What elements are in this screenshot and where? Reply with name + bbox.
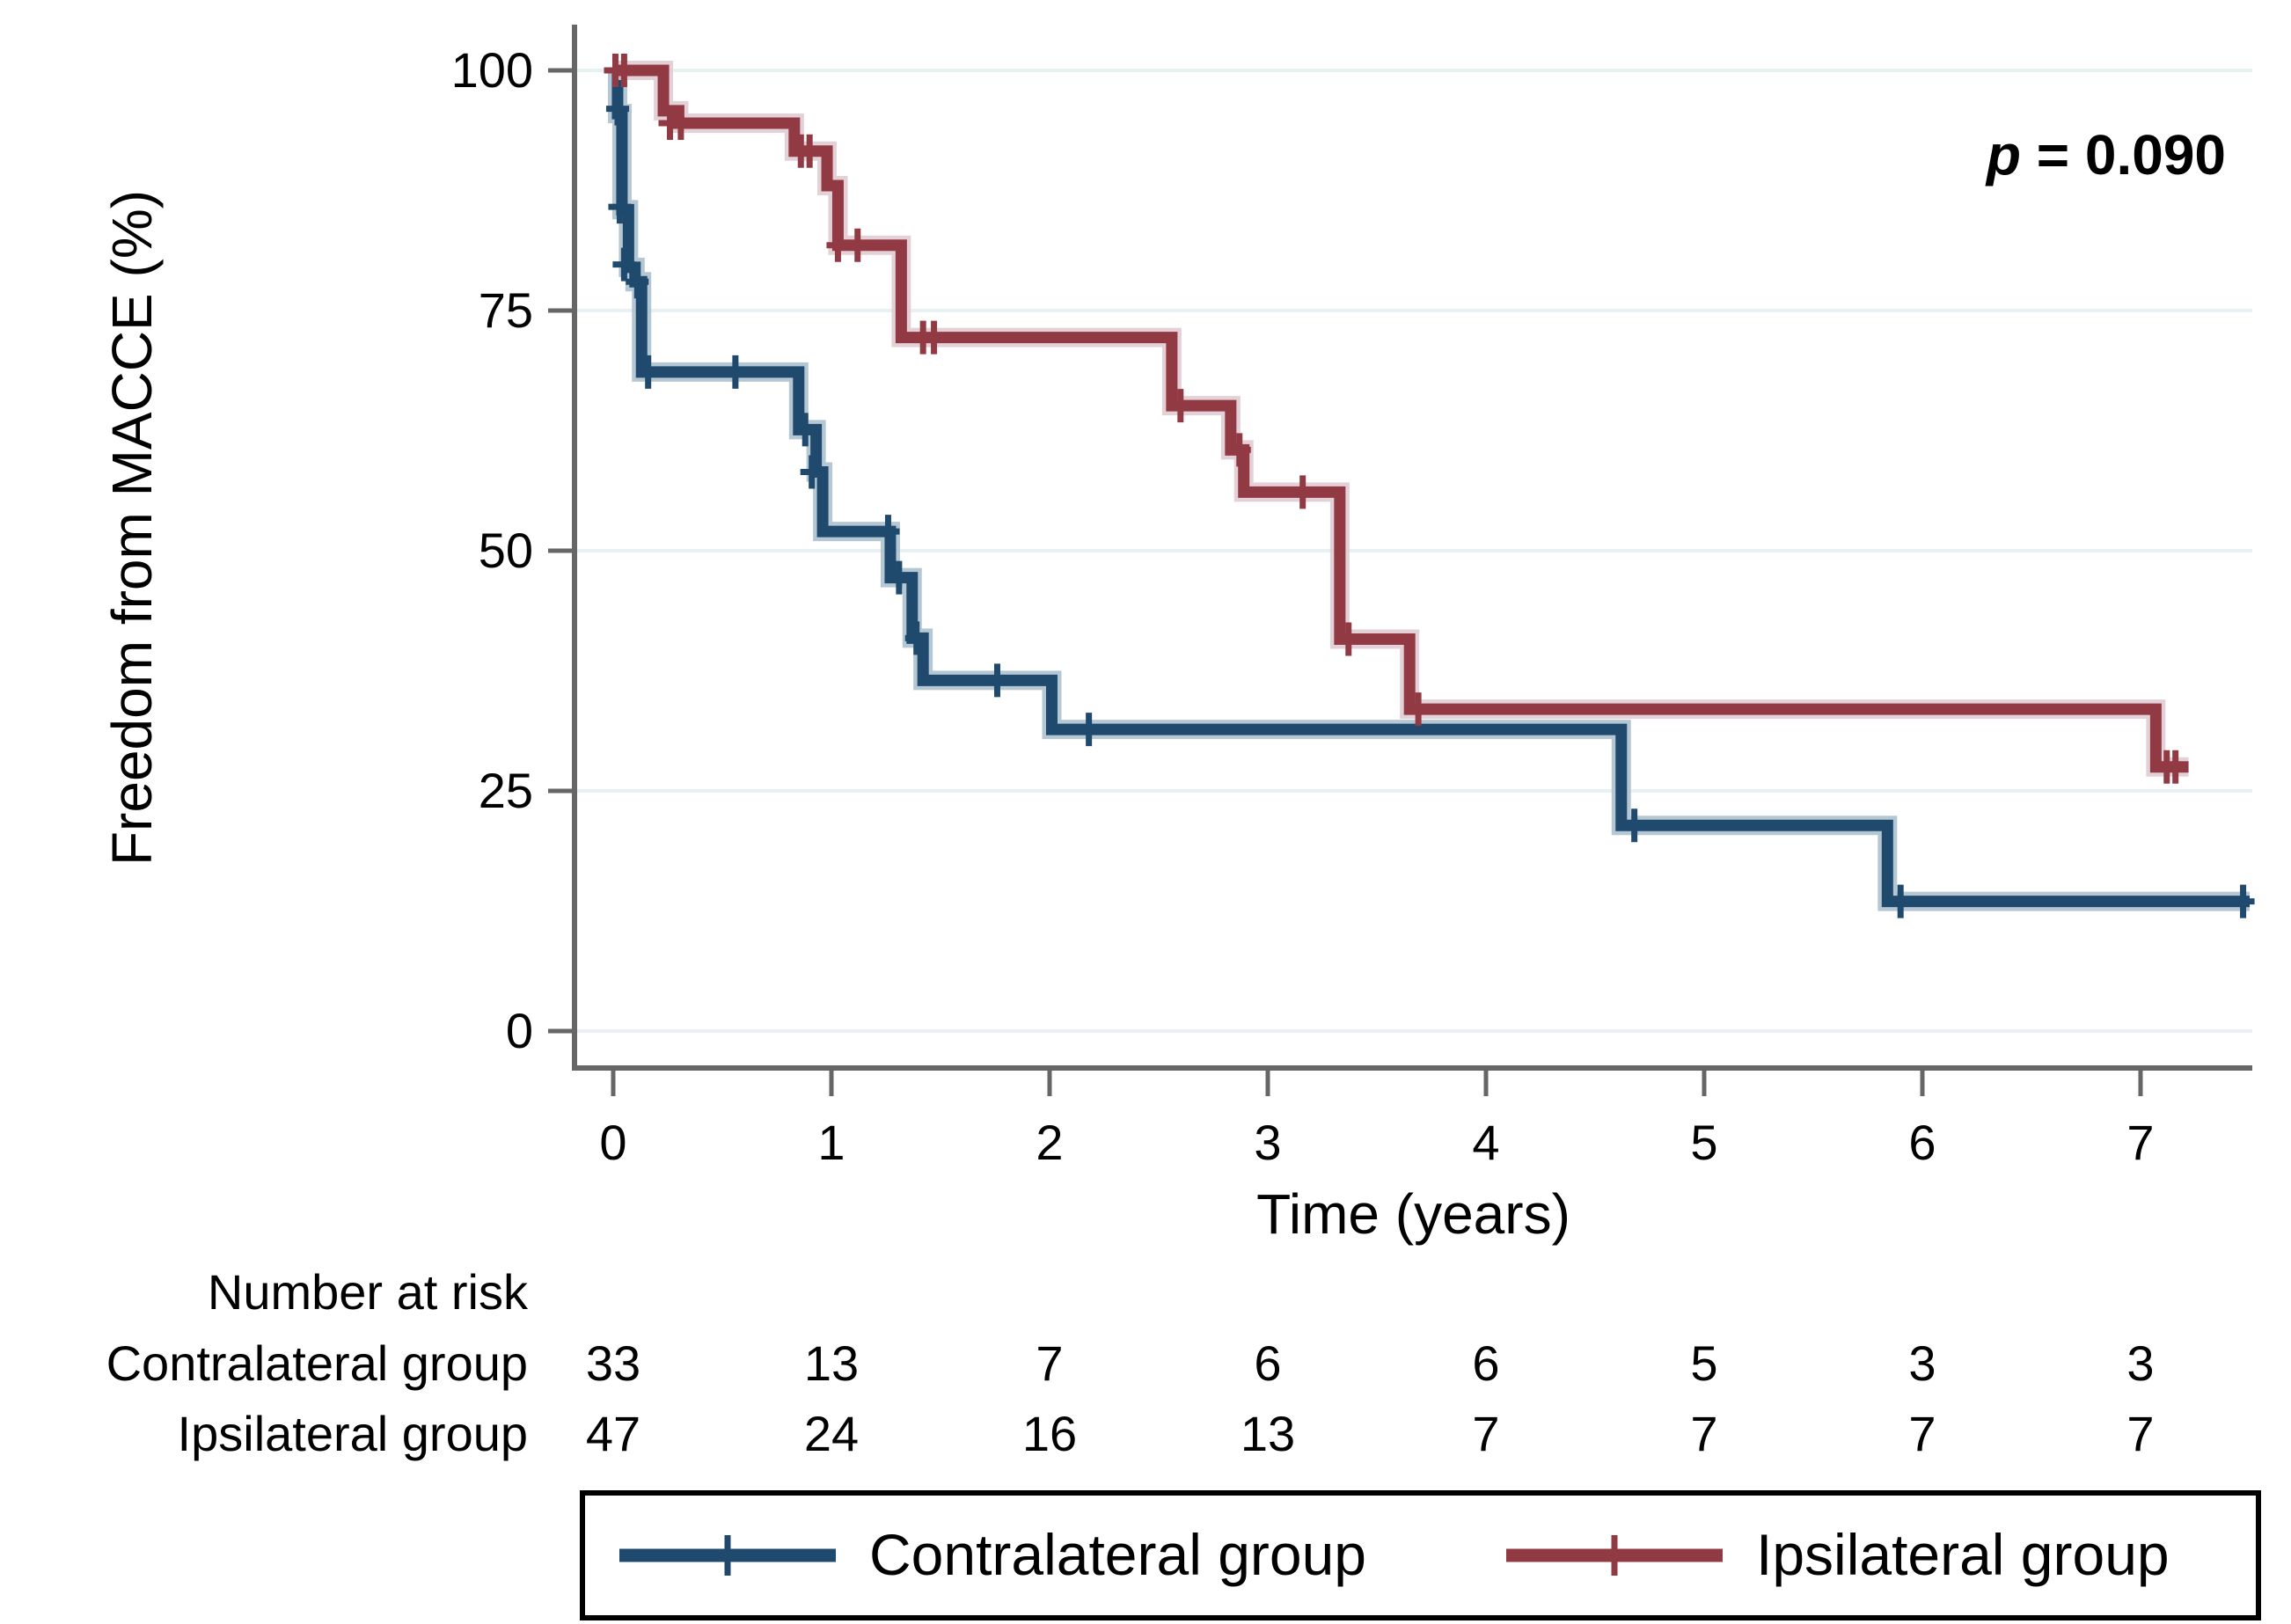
y-tick-label-50: 50 [479,523,533,578]
x-tick-label-5: 5 [1690,1115,1717,1170]
censor-mark-contralateral-7 [800,455,823,489]
censor-mark-ipsilateral-11 [1227,433,1251,467]
x-tick-label-4: 4 [1472,1115,1499,1170]
curve-ipsilateral [613,64,2189,773]
risk-count-ipsilateral-t5: 7 [1690,1406,1717,1461]
risk-row-label-contralateral: Contralateral group [106,1335,528,1391]
censor-mark-ipsilateral-7 [845,228,869,262]
censor-mark-contralateral-0 [605,91,629,126]
risk-count-ipsilateral-t2: 16 [1022,1406,1077,1461]
risk-count-ipsilateral-t6: 7 [1908,1406,1936,1461]
risk-count-ipsilateral-t0: 47 [586,1406,640,1461]
censor-mark-ipsilateral-10 [1168,389,1192,423]
censor-mark-contralateral-12 [1077,713,1101,747]
risk-table-header: Number at risk [208,1264,529,1320]
censor-mark-contralateral-10 [904,621,928,655]
censor-mark-contralateral-4 [636,355,660,389]
risk-count-ipsilateral-t1: 24 [804,1406,859,1461]
censor-mark-ipsilateral-13 [1336,622,1360,656]
x-tick-label-3: 3 [1254,1115,1281,1170]
censor-mark-contralateral-6 [794,413,817,447]
risk-count-ipsilateral-t7: 7 [2126,1406,2154,1461]
censor-mark-contralateral-5 [723,355,747,389]
risk-count-contralateral-t6: 3 [1908,1335,1936,1391]
censor-mark-ipsilateral-5 [798,134,822,168]
risk-count-contralateral-t1: 13 [804,1335,859,1391]
risk-count-contralateral-t0: 33 [586,1335,640,1391]
x-tick-label-0: 0 [599,1115,626,1170]
x-tick-label-1: 1 [817,1115,845,1170]
risk-count-contralateral-t2: 7 [1036,1335,1063,1391]
legend-box [580,1490,2261,1620]
risk-count-contralateral-t3: 6 [1254,1335,1281,1391]
censor-mark-contralateral-9 [887,560,911,595]
censor-mark-contralateral-13 [1622,808,1646,843]
censor-mark-contralateral-3 [626,265,649,299]
censor-mark-ipsilateral-14 [1407,692,1431,727]
y-tick-label-25: 25 [479,763,533,818]
censor-mark-ipsilateral-1 [612,54,636,87]
censor-mark-contralateral-11 [985,663,1009,698]
censor-mark-contralateral-1 [608,190,632,224]
censor-mark-ipsilateral-3 [669,106,692,141]
y-tick-label-0: 0 [506,1003,533,1058]
censor-mark-ipsilateral-16 [2163,750,2187,784]
risk-count-contralateral-t4: 6 [1472,1335,1499,1391]
x-tick-label-7: 7 [2126,1115,2154,1170]
y-tick-label-100: 100 [451,42,533,98]
x-tick-label-2: 2 [1036,1115,1063,1170]
censor-mark-ipsilateral-6 [826,228,850,262]
censor-mark-ipsilateral-9 [922,320,946,355]
legend-label-contralateral: Contralateral group [869,1522,1366,1587]
censor-mark-contralateral-8 [876,515,900,549]
x-tick-label-6: 6 [1908,1115,1936,1170]
risk-count-ipsilateral-t4: 7 [1472,1406,1499,1461]
y-tick-label-75: 75 [479,282,533,338]
risk-count-ipsilateral-t3: 13 [1241,1406,1295,1461]
censor-mark-ipsilateral-12 [1291,475,1314,509]
risk-row-label-ipsilateral: Ipsilateral group [178,1406,528,1461]
x-axis-title: Time (years) [1256,1182,1570,1246]
y-axis-title: Freedom from MACCE (%) [100,190,164,866]
censor-mark-contralateral-15 [2231,884,2255,918]
censor-mark-contralateral-2 [612,247,636,282]
censor-mark-contralateral-14 [1889,884,1913,918]
risk-count-contralateral-t7: 3 [2126,1335,2154,1391]
legend-label-ipsilateral: Ipsilateral group [1756,1522,2170,1587]
p-value-annotation: p = 0.090 [1985,123,2226,187]
risk-count-contralateral-t5: 5 [1690,1335,1717,1391]
